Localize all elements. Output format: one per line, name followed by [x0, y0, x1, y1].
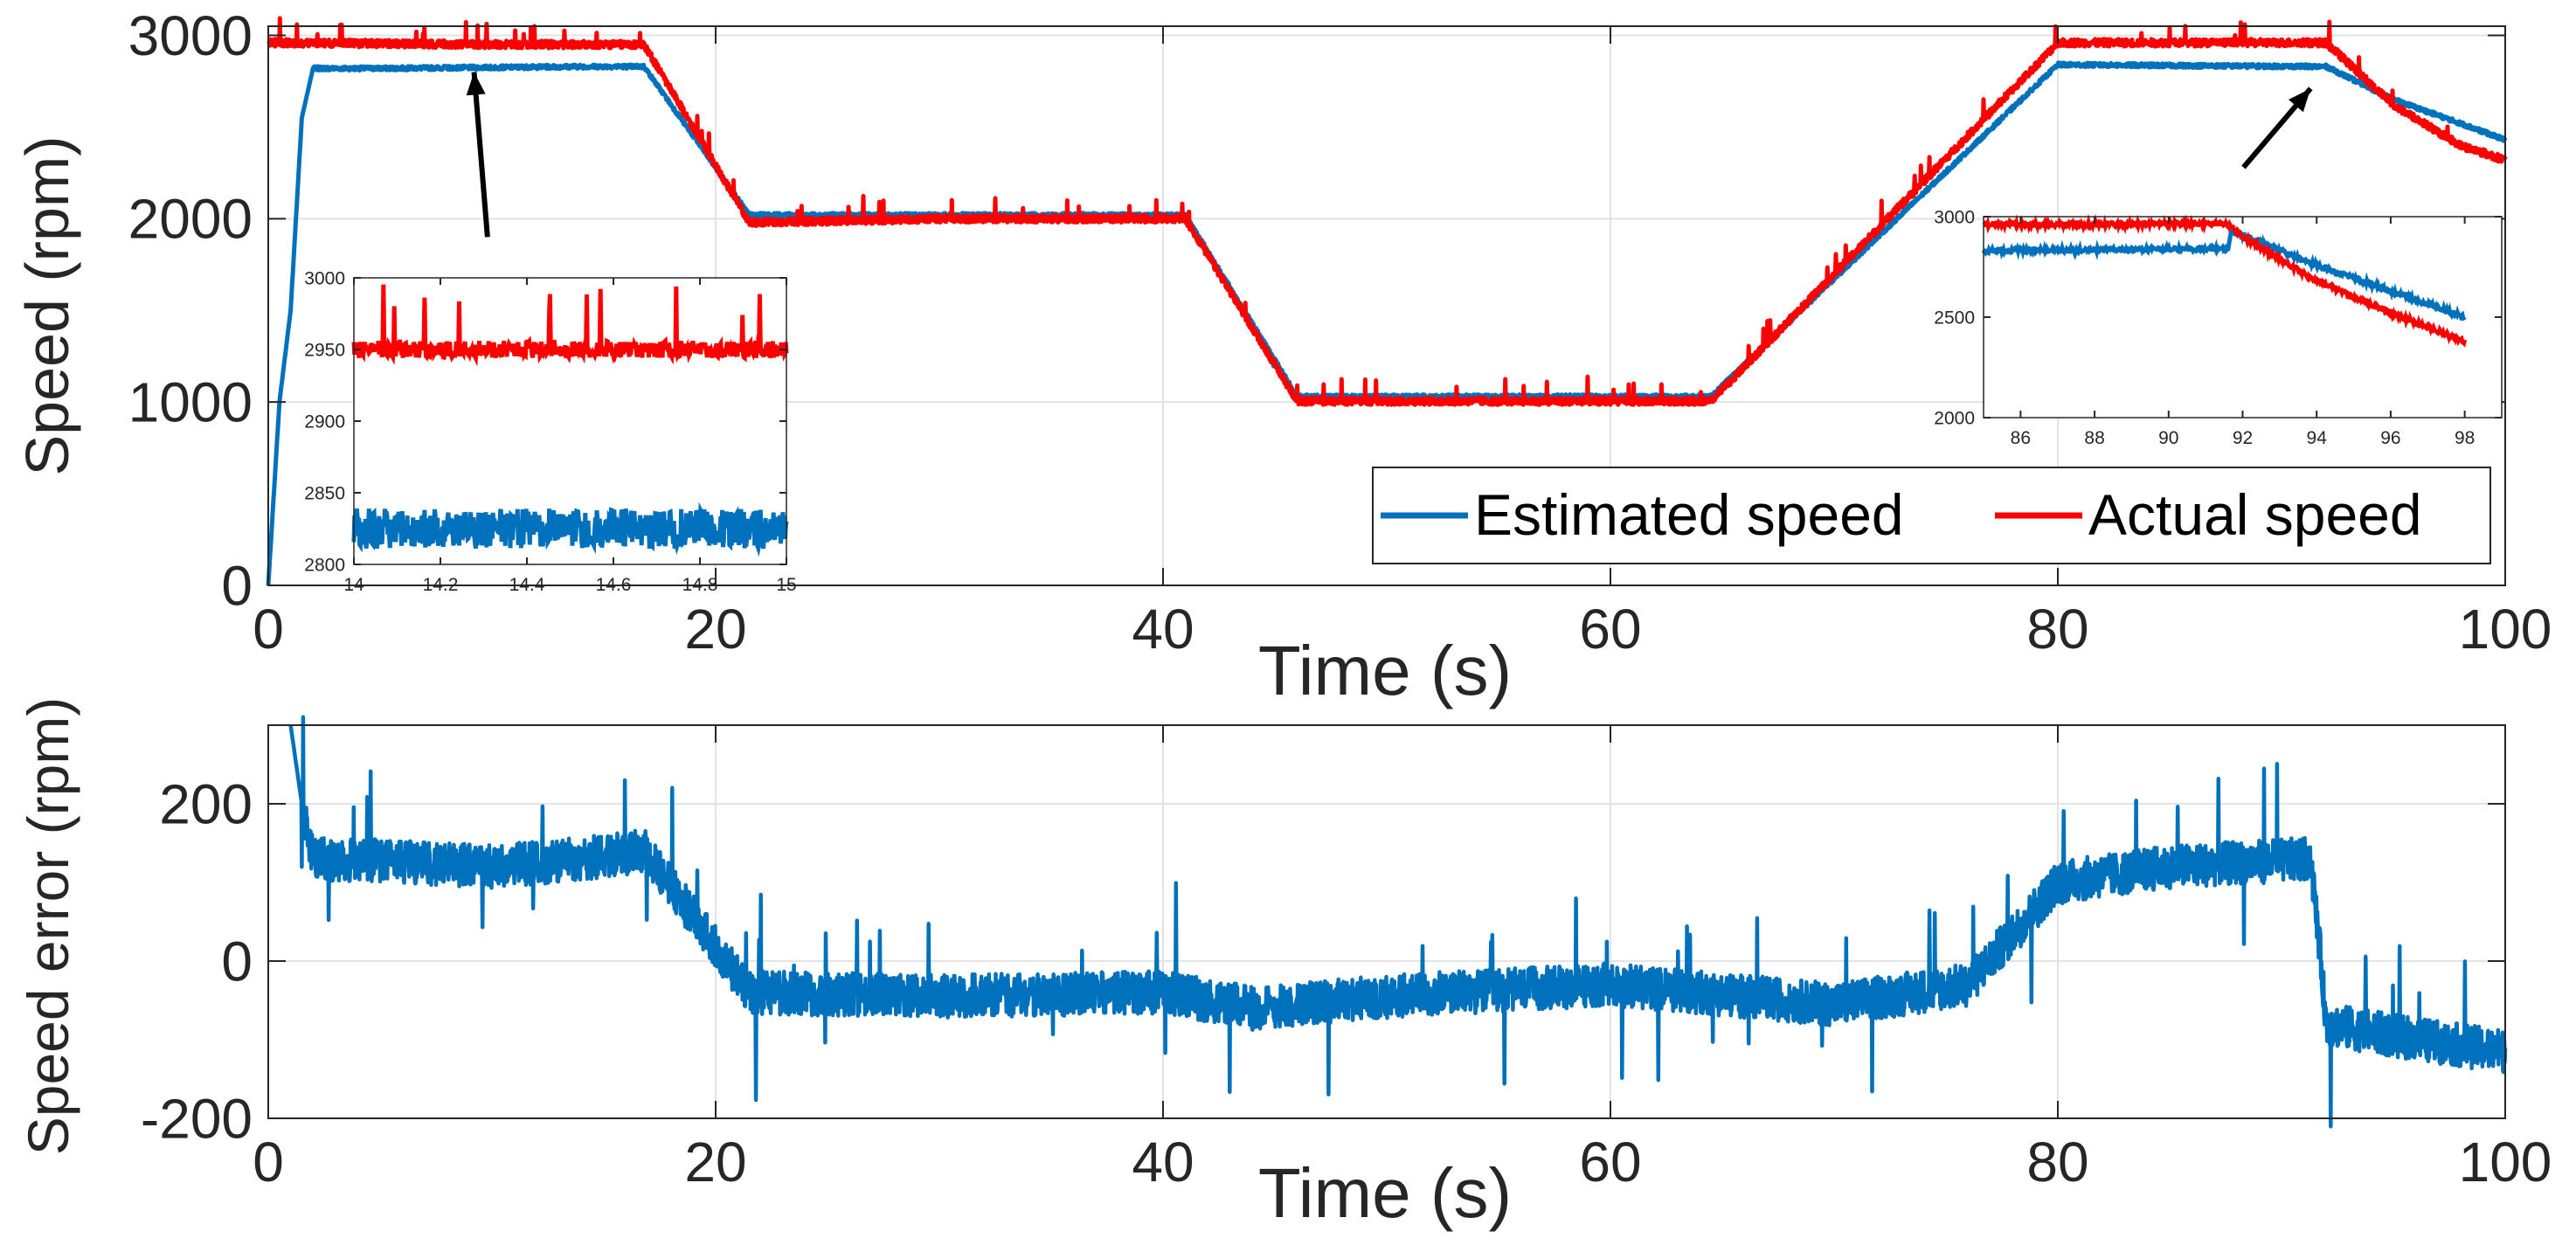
inset-right: 86 88 90 92 94 96 98 2000 2500 3000 [1934, 207, 2503, 448]
actual-speed-line [267, 16, 2508, 407]
inset-right-ytick-label: 2500 [1934, 308, 1975, 328]
inset-right-xtick-label: 96 [2380, 428, 2400, 448]
inset-left-ytick-label: 2900 [304, 412, 345, 432]
error-xtick-label: 20 [684, 1131, 746, 1193]
inset-left-lines [351, 284, 789, 557]
inset-left-ytick-label: 2850 [304, 483, 345, 503]
inset-left-ytick-label: 2950 [304, 340, 345, 360]
inset-left-actual-line [351, 284, 789, 367]
inset-right-xtick-label: 94 [2307, 428, 2328, 448]
legend: Estimated speed Actual speed [1372, 467, 2491, 564]
speed-xtick-label: 100 [2459, 598, 2552, 661]
error-xtick-label: 60 [1579, 1131, 1641, 1193]
speed-axes-box [267, 25, 2506, 586]
annotation-arrow-1 [471, 72, 490, 238]
error-ytick-label: 0 [221, 930, 253, 993]
speed-ytick-label: 1000 [128, 371, 253, 434]
speed-xtick-label: 40 [1132, 598, 1194, 661]
speed-xtick-label: 80 [2026, 598, 2088, 661]
error-xtick-label: 40 [1132, 1131, 1194, 1193]
speed-x-axis-label: Time (s) [1258, 632, 1512, 709]
inset-right-lines [1981, 213, 2468, 348]
speed-ytick-label: 2000 [128, 188, 253, 251]
inset-right-xtick-label: 98 [2455, 428, 2475, 448]
annotation-arrowhead-1 [466, 72, 486, 96]
error-xtick-label: 80 [2026, 1131, 2088, 1193]
inset-left-estimated-line [351, 502, 789, 557]
speed-xtick-label: 60 [1579, 598, 1641, 661]
error-y-axis-label: Speed error (rpm) [16, 697, 80, 1156]
speed-xtick-label: 0 [253, 598, 284, 661]
inset-left-ticks: 14 14.2 14.4 14.6 14.8 15 2800 2850 2900 2950 3000 [304, 268, 796, 595]
inset-left-ytick-label: 3000 [304, 268, 345, 288]
inset-right-estimated-line [1981, 225, 2467, 322]
legend-box [1372, 467, 2491, 564]
inset-left-ytick-label: 2800 [304, 555, 345, 575]
inset-right-xtick-label: 92 [2233, 428, 2253, 448]
speed-arrows [466, 72, 2313, 238]
inset-right-xtick-label: 86 [2011, 428, 2031, 448]
inset-right-ytick-label: 2000 [1934, 408, 1975, 428]
error-xtick-label: 100 [2459, 1131, 2552, 1193]
inset-left: 14 14.2 14.4 14.6 14.8 15 2800 2850 2900 2950 3000 [304, 268, 796, 595]
speed-lines [266, 16, 2508, 586]
legend-actual-label: Actual speed [2088, 482, 2422, 547]
speed-ytick-label: 0 [221, 554, 253, 617]
error-ytick-label: -200 [141, 1087, 253, 1150]
estimated-speed-line [266, 60, 2508, 586]
error-lines [288, 715, 2508, 1129]
speed-y-axis-label: Speed (rpm) [13, 135, 81, 475]
inset-left-xtick-label: 14.8 [682, 575, 718, 595]
inset-left-xtick-label: 14.6 [596, 575, 632, 595]
annotation-arrowhead-2 [2289, 88, 2311, 113]
inset-right-ytick-label: 3000 [1934, 207, 1975, 227]
legend-estimated-label: Estimated speed [1474, 482, 1904, 547]
error-ytick-label: 200 [159, 772, 253, 835]
inset-left-xtick-label: 14 [343, 575, 364, 595]
error-x-axis-label: Time (s) [1258, 1154, 1512, 1232]
error-plot-area [268, 725, 2505, 1118]
inset-left-xtick-label: 14.2 [423, 575, 459, 595]
inset-right-xtick-label: 88 [2084, 428, 2104, 448]
inset-right-actual-line [1982, 213, 2468, 348]
speed-xtick-label: 20 [684, 598, 746, 661]
error-xtick-label: 0 [253, 1131, 284, 1193]
inset-right-xtick-label: 90 [2158, 428, 2178, 448]
speed-ytick-label: 3000 [128, 4, 253, 67]
error-axes-box [267, 724, 2506, 1119]
inset-right-ticks: 86 88 90 92 94 96 98 2000 2500 3000 [1934, 207, 2502, 448]
inset-left-xtick-label: 14.4 [509, 575, 545, 595]
inset-left-xtick-label: 15 [776, 575, 796, 595]
speed-error-line [288, 715, 2508, 1129]
